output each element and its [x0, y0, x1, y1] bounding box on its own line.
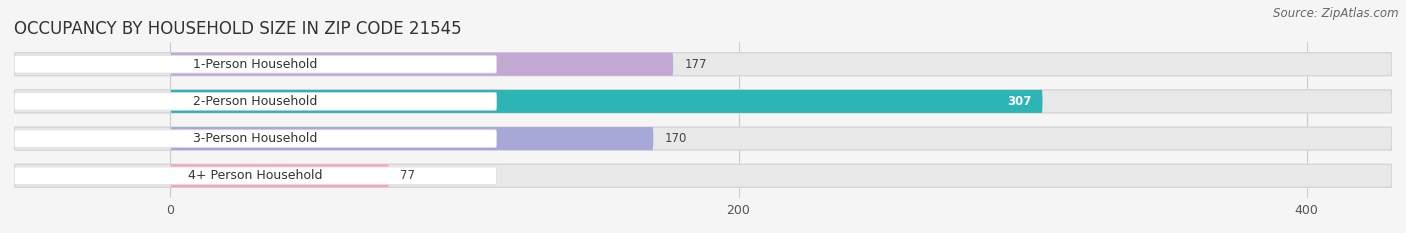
FancyBboxPatch shape	[14, 164, 1392, 187]
Text: 170: 170	[665, 132, 688, 145]
FancyBboxPatch shape	[170, 164, 389, 187]
Text: 307: 307	[1007, 95, 1031, 108]
Text: Source: ZipAtlas.com: Source: ZipAtlas.com	[1274, 7, 1399, 20]
FancyBboxPatch shape	[170, 90, 1042, 113]
Text: 4+ Person Household: 4+ Person Household	[188, 169, 323, 182]
FancyBboxPatch shape	[14, 167, 496, 185]
FancyBboxPatch shape	[14, 55, 496, 73]
Text: OCCUPANCY BY HOUSEHOLD SIZE IN ZIP CODE 21545: OCCUPANCY BY HOUSEHOLD SIZE IN ZIP CODE …	[14, 20, 461, 38]
FancyBboxPatch shape	[170, 127, 654, 150]
Text: 3-Person Household: 3-Person Household	[193, 132, 318, 145]
Text: 77: 77	[401, 169, 415, 182]
Text: 177: 177	[685, 58, 707, 71]
FancyBboxPatch shape	[14, 127, 1392, 150]
FancyBboxPatch shape	[170, 53, 673, 76]
Text: 2-Person Household: 2-Person Household	[193, 95, 318, 108]
FancyBboxPatch shape	[14, 53, 1392, 76]
FancyBboxPatch shape	[14, 90, 1392, 113]
FancyBboxPatch shape	[14, 130, 496, 147]
Text: 1-Person Household: 1-Person Household	[193, 58, 318, 71]
FancyBboxPatch shape	[14, 93, 496, 110]
